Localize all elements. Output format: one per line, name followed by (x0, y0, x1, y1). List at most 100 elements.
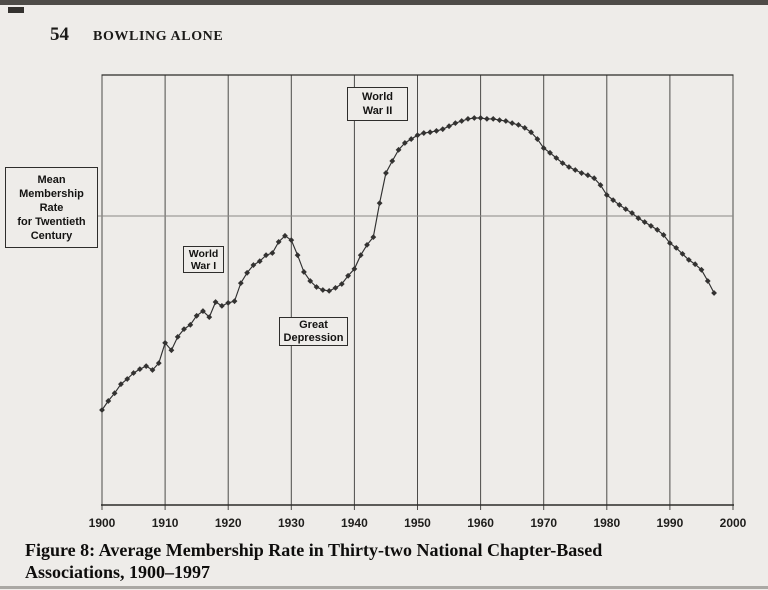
data-point (496, 117, 503, 124)
world-war-2-label-box: World War II (347, 87, 408, 121)
data-point (395, 146, 402, 153)
data-point (345, 272, 351, 279)
data-point (155, 360, 162, 366)
data-point (484, 115, 490, 122)
data-point (641, 219, 648, 225)
data-point (200, 308, 206, 314)
data-point (711, 290, 717, 296)
data-point (124, 376, 131, 382)
scan-edge-top (0, 0, 768, 5)
data-point (521, 124, 528, 131)
figure-caption-line1: Figure 8: Average Membership Rate in Thi… (25, 540, 603, 560)
data-point (439, 126, 446, 133)
figure-caption: Figure 8: Average Membership Rate in Thi… (25, 539, 745, 583)
data-point (294, 252, 301, 259)
decade-gridlines (101, 75, 734, 510)
data-point (99, 407, 105, 413)
page-header: 54 BOWLING ALONE (50, 24, 223, 46)
data-points (99, 115, 717, 413)
data-point (269, 250, 276, 256)
data-point (357, 252, 364, 259)
data-point (584, 172, 591, 179)
data-point (282, 232, 288, 239)
data-point (263, 252, 269, 259)
scan-artifact-mark (8, 7, 24, 13)
data-point (629, 210, 635, 216)
data-point (130, 370, 137, 376)
x-tick-label: 1990 (657, 516, 684, 530)
data-point (471, 115, 478, 121)
data-point (212, 299, 219, 305)
data-point (622, 206, 629, 213)
x-tick-label: 1940 (341, 516, 368, 530)
data-point (206, 314, 213, 320)
data-point (181, 326, 187, 333)
data-point (408, 136, 415, 142)
data-point (218, 303, 225, 309)
x-tick-label: 1930 (278, 516, 305, 530)
running-head: BOWLING ALONE (93, 29, 224, 44)
data-point (111, 390, 118, 397)
data-point (540, 145, 547, 151)
x-tick-label: 1980 (593, 516, 620, 530)
data-point (118, 381, 124, 388)
data-point (420, 130, 427, 136)
page-number: 54 (50, 24, 69, 45)
plot-frame (101, 74, 734, 506)
data-point (187, 321, 194, 328)
data-point (528, 129, 534, 136)
data-point (250, 262, 257, 268)
x-tick-label: 2000 (720, 516, 747, 530)
data-point (490, 115, 497, 122)
data-point (566, 164, 572, 170)
x-tick-label: 1900 (89, 516, 116, 530)
data-point (534, 136, 541, 142)
data-point (288, 237, 295, 244)
data-point (301, 269, 307, 275)
data-point (654, 226, 661, 233)
data-point (338, 281, 345, 287)
data-point (465, 115, 471, 122)
data-point (698, 266, 705, 273)
data-point (383, 170, 389, 176)
data-point (704, 278, 711, 284)
data-point (193, 312, 200, 319)
scan-edge-bottom (0, 586, 768, 589)
data-point (477, 115, 484, 121)
data-point (162, 339, 168, 346)
data-point (452, 120, 459, 127)
data-point (174, 333, 181, 340)
data-point (244, 269, 251, 276)
x-tick-label: 1910 (152, 516, 179, 530)
data-point (376, 200, 383, 207)
data-point (559, 160, 566, 167)
data-point (692, 261, 699, 268)
data-point (572, 167, 579, 173)
data-point (591, 175, 598, 182)
data-point (105, 398, 112, 404)
data-point (433, 128, 440, 134)
data-point (635, 215, 642, 222)
data-point (427, 129, 434, 136)
world-war-1-label-box: World War I (183, 246, 224, 273)
data-point (326, 287, 333, 294)
data-point (509, 120, 516, 127)
x-tick-label: 1950 (404, 516, 431, 530)
data-point (685, 257, 692, 263)
data-point (256, 258, 263, 265)
data-point (351, 266, 358, 272)
data-point (414, 132, 421, 139)
great-depression-label-box: Great Depression (279, 317, 348, 346)
x-tick-label: 1960 (467, 516, 494, 530)
data-point (143, 363, 150, 370)
data-point (231, 298, 238, 305)
data-point (648, 223, 654, 229)
data-point (610, 197, 617, 204)
data-point (136, 366, 143, 373)
data-point (502, 118, 509, 124)
data-point (553, 155, 560, 161)
data-point (370, 234, 377, 241)
data-point (332, 284, 339, 291)
data-point (149, 367, 156, 373)
